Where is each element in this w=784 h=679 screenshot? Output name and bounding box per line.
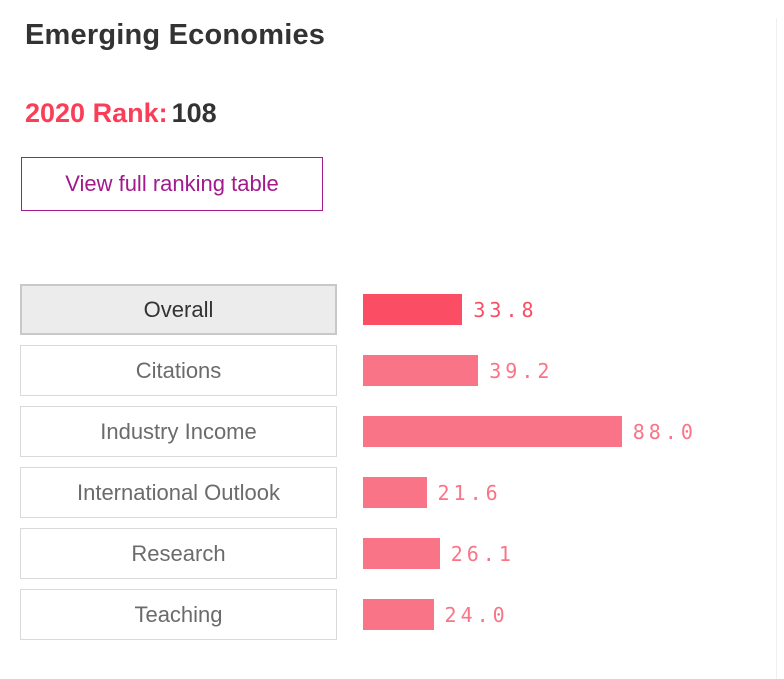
scores-bar-chart: Overall 33.8 Citations 39.2 Industry Income 8… <box>20 284 784 640</box>
emerging-economies-panel: Emerging Economies 2020 Rank: 108 View fu… <box>0 18 784 679</box>
score-bar-industry-income <box>363 416 622 447</box>
category-button-teaching[interactable]: Teaching <box>20 589 337 640</box>
score-value-citations: 39.2 <box>489 358 554 383</box>
category-button-research[interactable]: Research <box>20 528 337 579</box>
chart-row-citations: Citations 39.2 <box>20 345 784 396</box>
score-value-international-outlook: 21.6 <box>437 480 502 505</box>
score-bar-teaching <box>363 599 434 630</box>
bar-track-industry-income: 88.0 <box>363 416 693 447</box>
category-button-citations[interactable]: Citations <box>20 345 337 396</box>
score-value-overall: 33.8 <box>473 297 538 322</box>
bar-track-research: 26.1 <box>363 538 657 569</box>
chart-row-research: Research 26.1 <box>20 528 784 579</box>
bar-track-citations: 39.2 <box>363 355 657 386</box>
bar-track-overall: 33.8 <box>363 294 657 325</box>
score-value-industry-income: 88.0 <box>632 419 697 444</box>
score-bar-citations <box>363 355 479 386</box>
bar-track-international-outlook: 21.6 <box>363 477 657 508</box>
category-button-overall[interactable]: Overall <box>20 284 337 335</box>
score-bar-international-outlook <box>363 477 427 508</box>
viewport-edge-line <box>776 18 777 679</box>
rank-value: 108 <box>171 98 217 128</box>
rank-label: 2020 Rank: <box>25 98 168 128</box>
chart-row-international-outlook: International Outlook 21.6 <box>20 467 784 518</box>
view-full-ranking-table-button[interactable]: View full ranking table <box>21 157 323 211</box>
chart-row-teaching: Teaching 24.0 <box>20 589 784 640</box>
score-bar-overall <box>363 294 463 325</box>
rank-line: 2020 Rank: 108 <box>25 98 784 129</box>
category-button-international-outlook[interactable]: International Outlook <box>20 467 337 518</box>
bar-track-teaching: 24.0 <box>363 599 657 630</box>
page-title: Emerging Economies <box>25 19 326 51</box>
category-button-industry-income[interactable]: Industry Income <box>20 406 337 457</box>
score-bar-research <box>363 538 440 569</box>
chart-row-overall: Overall 33.8 <box>20 284 784 335</box>
score-value-research: 26.1 <box>450 541 515 566</box>
score-value-teaching: 24.0 <box>444 602 509 627</box>
chart-row-industry-income: Industry Income 88.0 <box>20 406 784 457</box>
